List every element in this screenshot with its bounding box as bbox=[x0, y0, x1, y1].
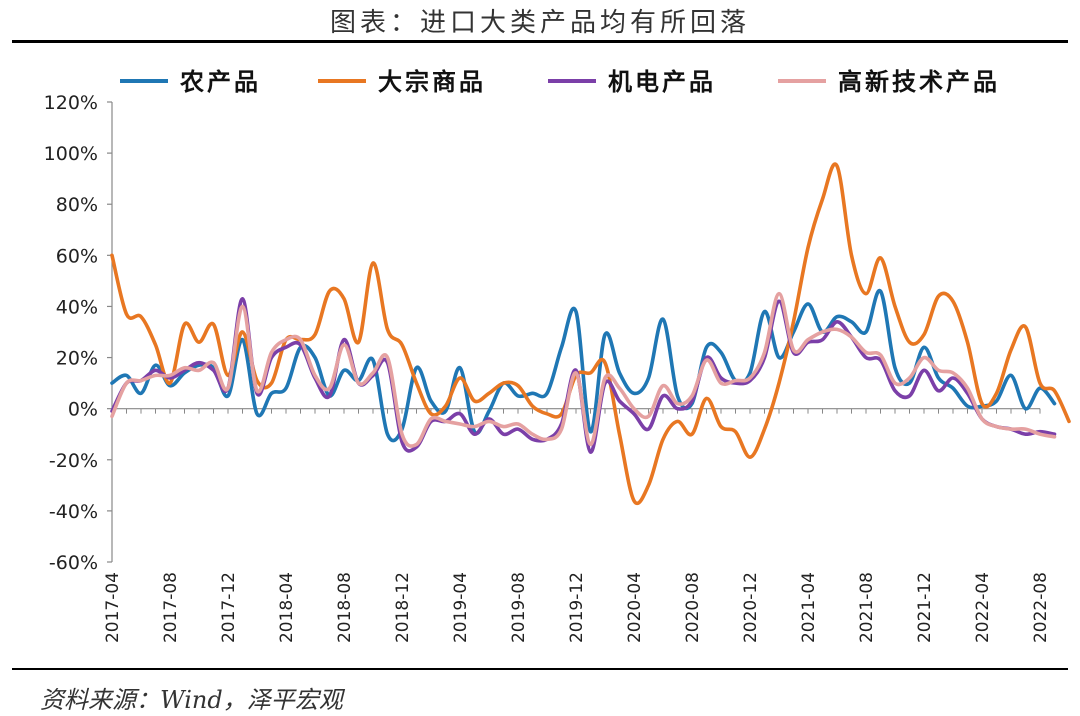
y-tick-label: -60% bbox=[49, 552, 98, 574]
y-tick-label: 0% bbox=[68, 399, 98, 421]
x-tick-label: 2017-12 bbox=[219, 572, 239, 643]
x-tick-label: 2017-08 bbox=[161, 572, 181, 643]
x-tick-label: 2022-04 bbox=[973, 572, 993, 643]
series-line-agri bbox=[110, 289, 1057, 443]
x-tick-label: 2017-04 bbox=[103, 572, 123, 643]
x-tick-label: 2018-04 bbox=[277, 572, 297, 643]
legend-label: 高新技术产品 bbox=[838, 68, 1000, 96]
page-title: 图表：进口大类产品均有所回落 bbox=[329, 8, 750, 38]
x-tick-label: 2022-08 bbox=[1031, 572, 1051, 643]
top-rule bbox=[12, 40, 1068, 43]
y-axis: -60% -40% -20% 0% 20% 40% 60% 80% 100% 120% bbox=[44, 92, 113, 574]
x-tick-label: 2020-08 bbox=[683, 572, 703, 643]
line-chart: 农产品 大宗商品 机电产品 高新技术产品 -60% -40% -20% 0% 20% 40% 60… bbox=[44, 68, 1071, 643]
y-tick-label: -20% bbox=[49, 450, 98, 472]
y-tick-label: 120% bbox=[44, 92, 98, 114]
x-tick-label: 2019-08 bbox=[509, 572, 529, 643]
x-tick-label: 2018-12 bbox=[393, 572, 413, 643]
chart-series bbox=[110, 162, 1071, 506]
legend-label: 机电产品 bbox=[608, 68, 716, 96]
legend-label: 大宗商品 bbox=[378, 68, 486, 96]
x-axis: 2017-04 2017-08 2017-12 2018-04 2018-08 2018-… bbox=[103, 572, 1051, 643]
source-note: 资料来源：Wind，泽平宏观 bbox=[40, 686, 343, 714]
y-tick-label: 100% bbox=[44, 143, 98, 165]
bottom-rule bbox=[12, 668, 1068, 670]
y-tick-label: 80% bbox=[56, 194, 98, 216]
y-tick-label: -40% bbox=[49, 501, 98, 523]
x-tick-label: 2021-12 bbox=[915, 572, 935, 643]
series-line-hitech bbox=[110, 291, 1057, 448]
x-tick-label: 2020-04 bbox=[625, 572, 645, 643]
x-tick-label: 2019-12 bbox=[567, 572, 587, 643]
chart-legend: 农产品 大宗商品 机电产品 高新技术产品 bbox=[120, 68, 1000, 96]
series-line-bulk bbox=[110, 162, 1071, 506]
x-tick-label: 2019-04 bbox=[451, 572, 471, 643]
x-tick-label: 2020-12 bbox=[741, 572, 761, 643]
x-tick-label: 2021-04 bbox=[799, 572, 819, 643]
legend-label: 农产品 bbox=[179, 68, 261, 96]
x-tick-label: 2018-08 bbox=[335, 572, 355, 643]
zero-baseline bbox=[111, 408, 1041, 414]
y-tick-label: 60% bbox=[56, 245, 98, 267]
x-tick-label: 2021-08 bbox=[857, 572, 877, 643]
y-tick-label: 20% bbox=[56, 348, 98, 370]
y-tick-label: 40% bbox=[56, 296, 98, 318]
